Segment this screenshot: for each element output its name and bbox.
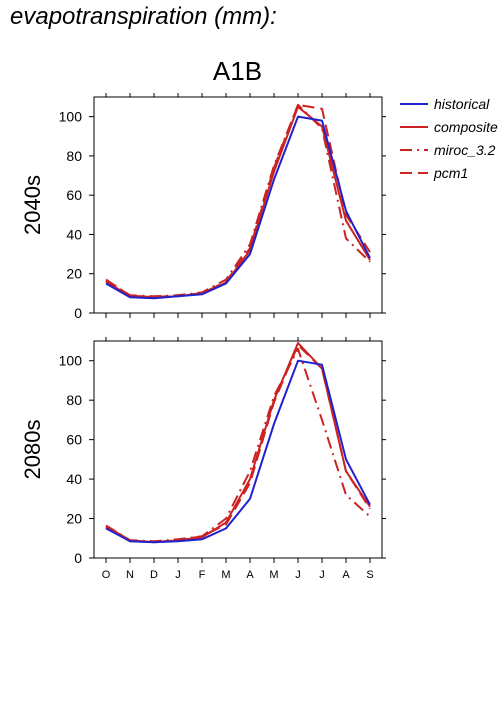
x-tick-label: S	[366, 569, 373, 581]
plot-frame	[93, 96, 383, 314]
y-tick-label: 80	[66, 392, 82, 408]
chart-panel-2040s: 0 20 40 60 80 100 2040s	[20, 93, 386, 321]
y-tick-label: 40	[66, 471, 82, 487]
chart-panel-2080s: 0 20 40 60 80 100 O N D J F M A M J J A S 2080s	[20, 337, 386, 581]
legend-label: composite	[434, 119, 498, 135]
series-line-pcm1	[105, 103, 371, 299]
legend-label: historical	[434, 96, 490, 112]
y-tick-label: 60	[66, 432, 82, 448]
x-tick-label: O	[102, 569, 111, 581]
y-tick-label: 80	[66, 148, 82, 164]
x-tick-label: J	[319, 569, 325, 581]
plot-frame	[93, 340, 383, 559]
y-tick-label: 0	[74, 550, 82, 566]
chart-panels: 0 20 40 60 80 100 2040s 0 20 40 60 80 100 O N D J F M A M J J A…	[20, 93, 386, 581]
legend: historical composite miroc_3.2 pcm1	[400, 96, 498, 181]
x-tick-label: J	[295, 569, 301, 581]
x-tick-label: A	[246, 569, 254, 581]
y-tick-label: 20	[66, 266, 82, 282]
y-tick-label: 100	[59, 109, 83, 125]
y-tick-label: 0	[74, 305, 82, 321]
y-tick-label: 100	[59, 353, 83, 369]
panel-label: 2040s	[20, 175, 45, 235]
y-tick-label: 60	[66, 187, 82, 203]
x-tick-label: M	[269, 569, 278, 581]
series-line-miroc-3-2	[105, 103, 371, 298]
x-tick-label: M	[221, 569, 230, 581]
legend-label: pcm1	[433, 165, 468, 181]
x-tick-label: A	[342, 569, 350, 581]
scenario-title: A1B	[213, 56, 262, 86]
y-tick-label: 40	[66, 226, 82, 242]
series-line-historical	[105, 115, 371, 300]
x-tick-label: F	[199, 569, 206, 581]
y-tick-label: 20	[66, 511, 82, 527]
x-tick-label: D	[150, 569, 158, 581]
panel-label: 2080s	[20, 420, 45, 480]
page-title: evapotranspiration (mm):	[10, 3, 277, 30]
series-line-historical	[105, 359, 371, 544]
legend-label: miroc_3.2	[434, 142, 496, 158]
x-tick-label: N	[126, 569, 134, 581]
x-tick-label: J	[175, 569, 181, 581]
